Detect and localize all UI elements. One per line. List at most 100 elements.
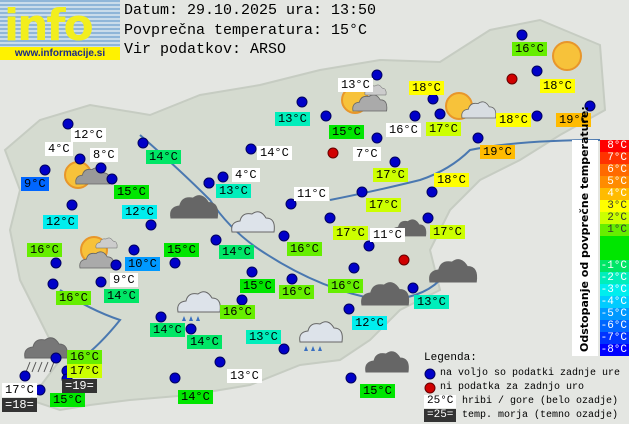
average-temperature: Povprečna temperatura: 15°C	[124, 22, 368, 39]
station-temperature-label: 10°C	[125, 257, 160, 271]
station-marker[interactable]	[106, 173, 118, 185]
station-temperature-label: 17°C	[67, 364, 102, 378]
sea-temperature-label: =18=	[2, 398, 37, 412]
missing-data-marker[interactable]	[506, 73, 518, 85]
station-marker[interactable]	[95, 162, 107, 174]
station-temperature-label: 17°C	[373, 168, 408, 182]
station-marker[interactable]	[137, 137, 149, 149]
station-marker[interactable]	[296, 96, 308, 108]
station-temperature-label: 16°C	[386, 123, 421, 137]
station-marker[interactable]	[409, 110, 421, 122]
station-marker[interactable]	[66, 199, 78, 211]
station-marker[interactable]	[74, 153, 86, 165]
station-temperature-label: 15°C	[114, 185, 149, 199]
legend-available: na voljo so podatki zadnje ure	[440, 368, 621, 379]
legend-sea: temp. morja (temno ozadje)	[462, 410, 619, 421]
station-temperature-label: 7°C	[353, 147, 381, 161]
station-marker[interactable]	[278, 343, 290, 355]
station-marker[interactable]	[343, 303, 355, 315]
station-marker[interactable]	[426, 186, 438, 198]
station-marker[interactable]	[286, 273, 298, 285]
station-marker[interactable]	[324, 212, 336, 224]
station-marker[interactable]	[371, 132, 383, 144]
station-marker[interactable]	[285, 198, 297, 210]
station-temperature-label: 9°C	[21, 177, 49, 191]
station-marker[interactable]	[214, 356, 226, 368]
station-temperature-label: 16°C	[512, 42, 547, 56]
station-marker[interactable]	[407, 282, 419, 294]
scale-step: -4°C	[600, 296, 629, 308]
station-temperature-label: 4°C	[232, 168, 260, 182]
station-marker[interactable]	[236, 294, 248, 306]
station-marker[interactable]	[62, 118, 74, 130]
station-temperature-label: 11°C	[370, 228, 405, 242]
station-marker[interactable]	[110, 259, 122, 271]
station-marker[interactable]	[363, 240, 375, 252]
station-temperature-label: 15°C	[240, 279, 275, 293]
station-temperature-label: 15°C	[329, 125, 364, 139]
logo-url[interactable]: www.informacije.si	[0, 47, 120, 60]
station-marker[interactable]	[278, 230, 290, 242]
scale-step: -1°C	[600, 260, 629, 272]
station-marker[interactable]	[434, 108, 446, 120]
scale-step: 1°C	[600, 224, 629, 236]
missing-data-marker[interactable]	[327, 147, 339, 159]
station-temperature-label: 18°C	[434, 173, 469, 187]
station-marker[interactable]	[19, 370, 31, 382]
station-marker[interactable]	[217, 171, 229, 183]
station-marker[interactable]	[472, 132, 484, 144]
station-marker[interactable]	[155, 311, 167, 323]
station-marker[interactable]	[169, 372, 181, 384]
station-marker[interactable]	[95, 276, 107, 288]
station-marker[interactable]	[516, 29, 528, 41]
scale-step: 4°C	[600, 188, 629, 200]
station-marker[interactable]	[531, 110, 543, 122]
station-temperature-label: 16°C	[279, 285, 314, 299]
station-marker[interactable]	[145, 219, 157, 231]
station-marker[interactable]	[427, 93, 439, 105]
station-marker[interactable]	[348, 262, 360, 274]
station-marker[interactable]	[531, 65, 543, 77]
station-marker[interactable]	[47, 278, 59, 290]
missing-data-marker[interactable]	[398, 254, 410, 266]
station-marker[interactable]	[128, 244, 140, 256]
station-temperature-label: 12°C	[122, 205, 157, 219]
station-marker[interactable]	[203, 177, 215, 189]
station-temperature-label: 12°C	[43, 215, 78, 229]
station-temperature-label: 14°C	[219, 245, 254, 259]
station-temperature-label: 16°C	[220, 305, 255, 319]
scale-title: Odstopanje od povprečne temperature:	[572, 106, 598, 356]
station-marker[interactable]	[371, 69, 383, 81]
station-marker[interactable]	[584, 100, 596, 112]
station-marker[interactable]	[245, 143, 257, 155]
sea-temperature-label: =19=	[62, 379, 97, 393]
station-marker[interactable]	[422, 212, 434, 224]
station-marker[interactable]	[50, 257, 62, 269]
station-marker[interactable]	[210, 234, 222, 246]
station-temperature-label: 13°C	[246, 330, 281, 344]
station-marker[interactable]	[356, 186, 368, 198]
scale-step: -3°C	[600, 284, 629, 296]
station-temperature-label: 14°C	[187, 335, 222, 349]
sea-sample: =25=	[424, 409, 457, 422]
station-marker[interactable]	[39, 164, 51, 176]
station-marker[interactable]	[185, 323, 197, 335]
scale-step: -5°C	[600, 308, 629, 320]
station-marker[interactable]	[345, 372, 357, 384]
logo[interactable]: info www.informacije.si	[0, 0, 120, 60]
station-temperature-label: 19°C	[556, 113, 591, 127]
legend-title: Legenda:	[424, 352, 477, 364]
station-marker[interactable]	[169, 257, 181, 269]
legend-missing: ni podatka za zadnjo uro	[440, 382, 585, 393]
station-temperature-label: 13°C	[227, 369, 262, 383]
data-source: Vir podatkov: ARSO	[124, 41, 287, 58]
station-temperature-label: 17°C	[426, 122, 461, 136]
station-marker[interactable]	[50, 352, 62, 364]
scale-step: -2°C	[600, 272, 629, 284]
station-marker[interactable]	[320, 110, 332, 122]
station-marker[interactable]	[389, 156, 401, 168]
station-marker[interactable]	[246, 266, 258, 278]
